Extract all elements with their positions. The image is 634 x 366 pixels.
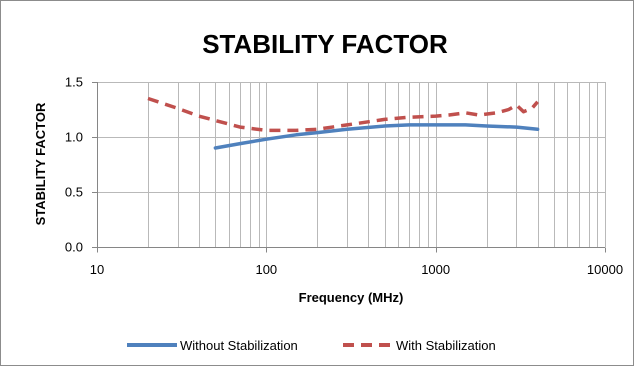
x-axis-title: Frequency (MHz) bbox=[299, 290, 404, 305]
y-tick-label: 0.5 bbox=[65, 185, 83, 200]
legend: Without Stabilization With Stabilization bbox=[127, 338, 496, 353]
legend-label-without-stabilization: Without Stabilization bbox=[180, 338, 298, 353]
chart-title: STABILITY FACTOR bbox=[202, 29, 448, 59]
series-lines bbox=[147, 96, 540, 150]
legend-label-with-stabilization: With Stabilization bbox=[396, 338, 496, 353]
y-axis-title: STABILITY FACTOR bbox=[33, 102, 48, 225]
y-tick-label: 1.0 bbox=[65, 130, 83, 145]
x-tick-label: 100 bbox=[255, 262, 277, 277]
y-tick-label: 0.0 bbox=[65, 240, 83, 255]
x-tick-label: 10000 bbox=[587, 262, 623, 277]
series-line-without-stabilization bbox=[213, 123, 540, 150]
tick-labels: 10 100 1000 10000 0.0 0.5 1.0 1.5 bbox=[65, 75, 623, 278]
axes bbox=[92, 82, 606, 253]
y-tick-label: 1.5 bbox=[65, 75, 83, 90]
x-tick-label: 10 bbox=[90, 262, 104, 277]
series-line-with-stabilization bbox=[147, 96, 539, 133]
x-tick-label: 1000 bbox=[421, 262, 450, 277]
